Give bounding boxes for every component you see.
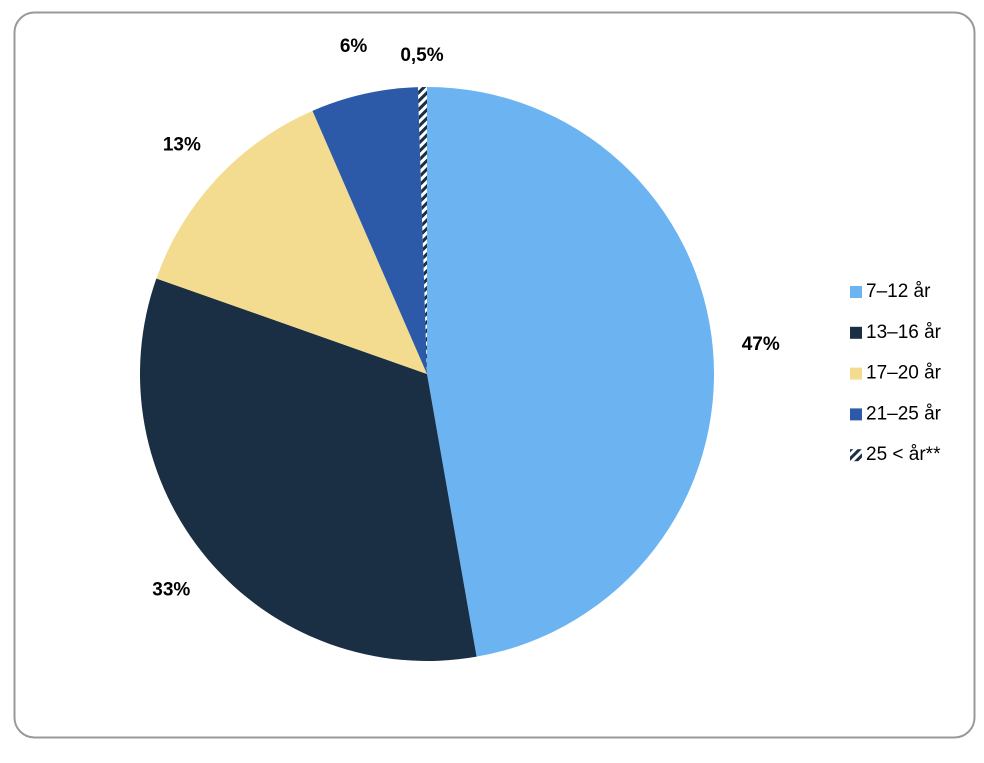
legend-swatch xyxy=(850,449,862,462)
pie: 47% 33% 13% 6% 0,5% xyxy=(140,36,780,661)
legend-label: 17–20 år xyxy=(866,363,942,384)
legend-label: 7–12 år xyxy=(866,281,931,302)
pie-slice xyxy=(417,87,427,374)
pie-slice xyxy=(312,87,427,375)
data-label: 13% xyxy=(163,135,201,156)
data-label: 47% xyxy=(742,334,780,355)
legend-swatch xyxy=(850,408,862,421)
legend-swatch xyxy=(850,286,862,298)
data-label: 0,5% xyxy=(400,45,443,66)
pie-slice xyxy=(427,87,714,657)
pie-slice xyxy=(156,110,427,374)
legend-label: 25 < år** xyxy=(866,444,941,465)
data-label: 6% xyxy=(340,36,368,57)
legend: 7–12 år 13–16 år 17–20 år 21–25 år 25 < år** xyxy=(850,281,942,465)
pie-slice xyxy=(140,278,477,661)
legend-label: 21–25 år xyxy=(866,403,942,424)
legend-swatch xyxy=(850,367,862,380)
legend-swatch xyxy=(850,326,862,339)
legend-label: 13–16 år xyxy=(866,322,942,343)
data-label: 33% xyxy=(152,579,190,600)
